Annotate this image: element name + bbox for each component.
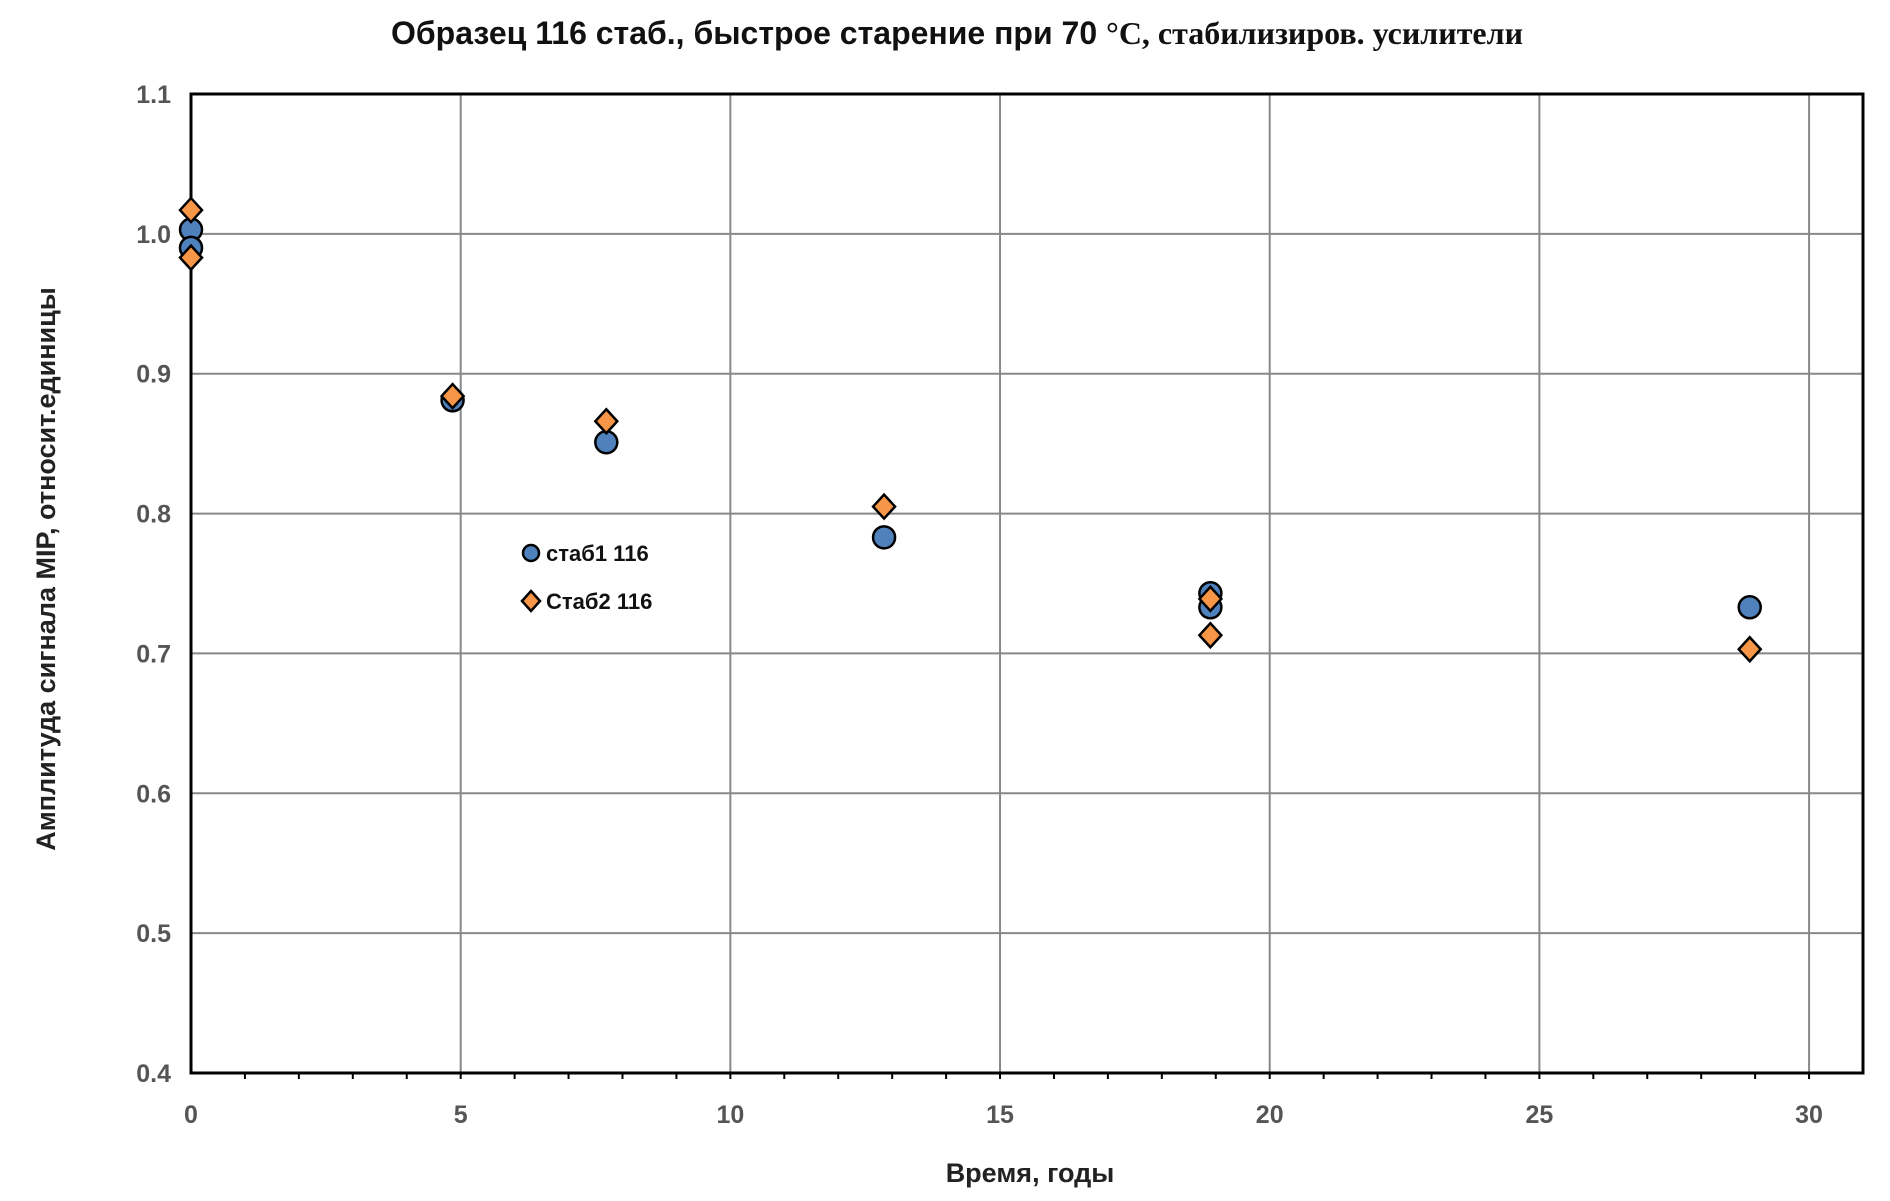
data-points — [178, 196, 1763, 664]
point-stab2 — [593, 407, 619, 436]
chart-title-part1: Образец 116 стаб., быстрое старение при … — [391, 15, 1106, 51]
y-tick-label: 0.5 — [136, 920, 171, 948]
point-stab2 — [1197, 621, 1224, 650]
chart-title-part2: °C, стабилизиров. усилители — [1106, 15, 1523, 51]
point-stab2 — [1737, 635, 1763, 664]
x-tick-label: 0 — [184, 1101, 198, 1129]
legend: стаб1 116 Стаб2 116 — [520, 541, 652, 614]
chart-title: Образец 116 стаб., быстрое старение при … — [391, 15, 1523, 51]
axes — [189, 92, 1865, 1079]
y-tick-label: 0.7 — [136, 640, 171, 668]
legend-circle-marker — [521, 543, 541, 563]
point-stab2 — [871, 492, 897, 521]
x-tick-label: 10 — [716, 1101, 744, 1129]
point-stab1 — [1737, 595, 1762, 620]
y-tick-label: 0.8 — [136, 501, 171, 529]
y-tick-label: 0.6 — [136, 780, 171, 808]
x-axis-label: Время, годы — [946, 1158, 1115, 1188]
grid — [191, 93, 1863, 1073]
legend-label-stab1: стаб1 116 — [546, 541, 649, 566]
x-tick-label: 5 — [454, 1101, 468, 1129]
x-tick-label: 25 — [1525, 1101, 1553, 1129]
y-tick-label: 0.9 — [136, 361, 171, 389]
y-tick-label: 0.4 — [136, 1060, 171, 1088]
legend-item-stab1: стаб1 116 — [521, 541, 649, 566]
y-axis-label: Амплитуда сигнала MIP, относит.единицы — [31, 287, 61, 851]
legend-item-stab2: Стаб2 116 — [520, 589, 652, 614]
point-stab2 — [439, 382, 466, 410]
y-tick-label: 1.0 — [136, 221, 171, 249]
point-stab2 — [178, 243, 204, 272]
x-tick-label: 15 — [986, 1101, 1014, 1129]
point-stab2 — [178, 196, 204, 224]
point-stab2 — [1197, 585, 1224, 613]
plot-border — [189, 92, 1865, 1075]
x-tick-label: 20 — [1256, 1101, 1284, 1129]
tick-labels: 0.4 0.5 0.6 0.7 0.8 0.9 1.0 1.1 0 5 10 15 20 25 30 — [136, 81, 1823, 1129]
y-tick-label: 1.1 — [136, 81, 171, 109]
x-tick-label: 30 — [1795, 1101, 1823, 1129]
point-stab1 — [871, 525, 897, 550]
legend-label-stab2: Стаб2 116 — [546, 589, 652, 614]
legend-diamond-marker — [520, 589, 542, 613]
